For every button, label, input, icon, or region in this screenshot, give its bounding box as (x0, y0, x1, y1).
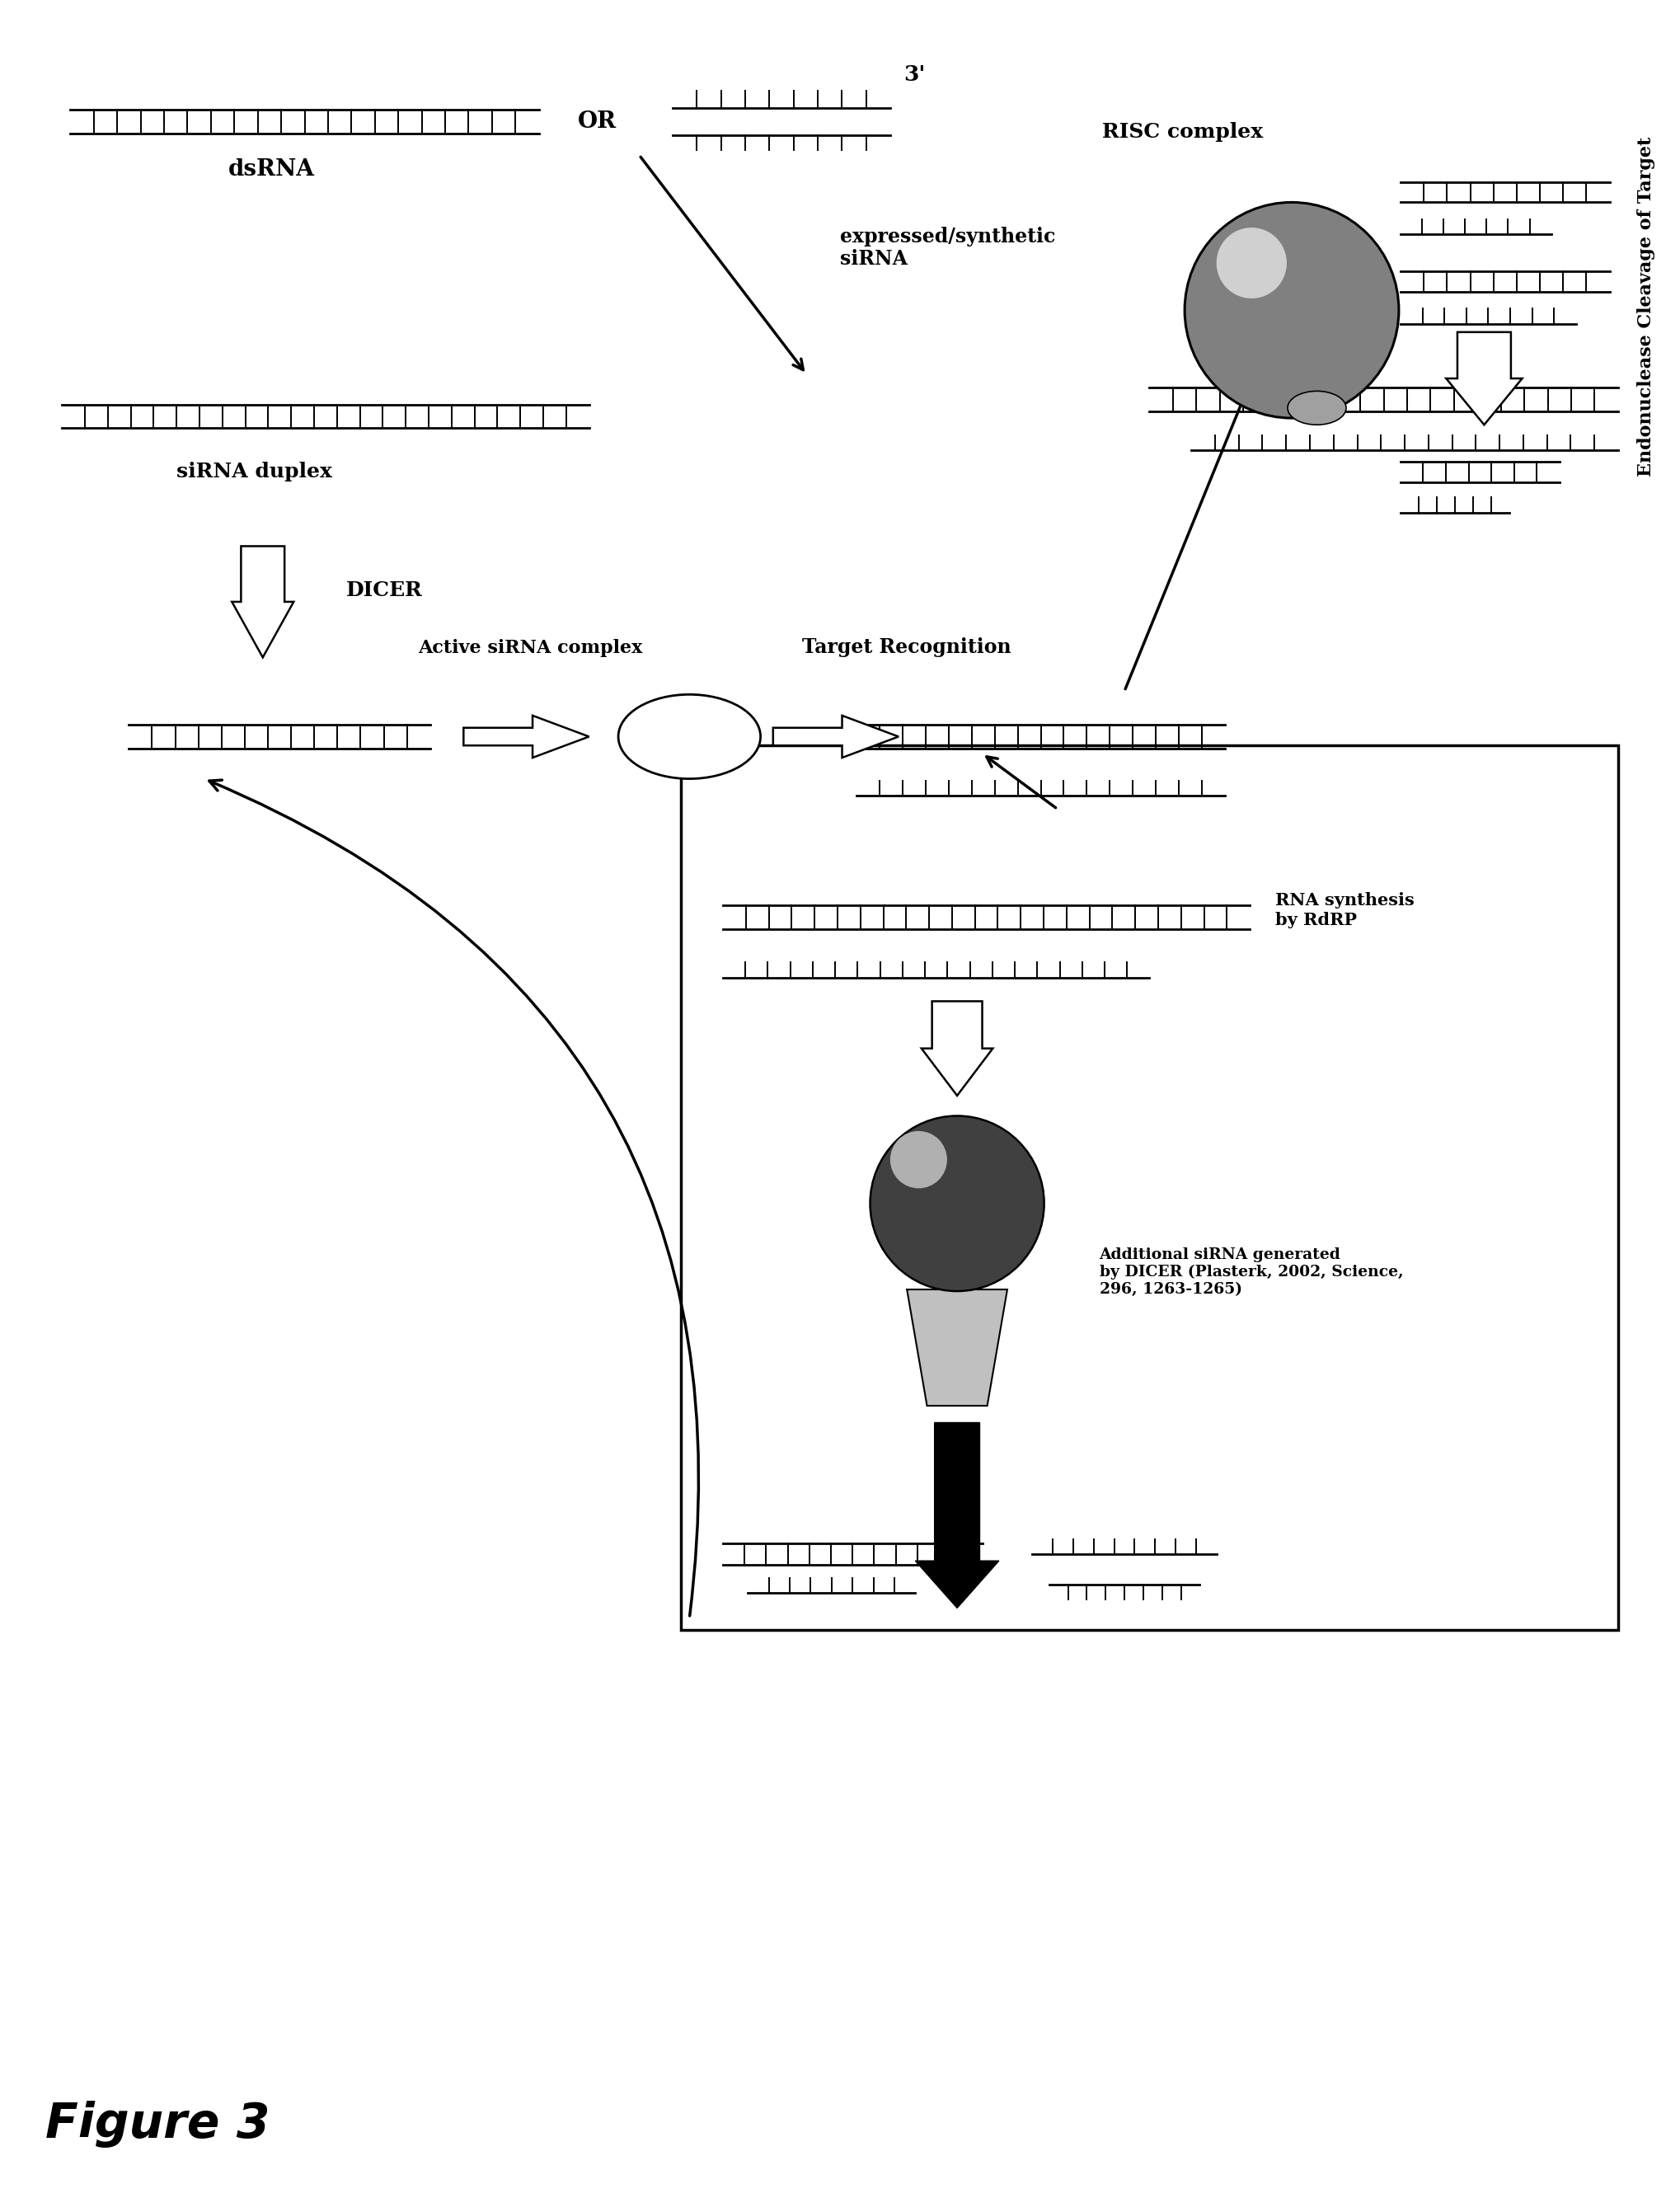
Text: Active siRNA complex: Active siRNA complex (418, 640, 643, 657)
Polygon shape (232, 545, 294, 657)
Polygon shape (907, 1290, 1008, 1407)
Text: Additional siRNA generated
by DICER (Plasterk, 2002, Science,
296, 1263-1265): Additional siRNA generated by DICER (Pla… (1099, 1246, 1403, 1297)
Circle shape (1184, 202, 1399, 418)
Polygon shape (773, 717, 899, 758)
Text: RISC complex: RISC complex (1102, 121, 1263, 141)
Text: DICER: DICER (346, 580, 423, 600)
Text: RNA synthesis
by RdRP: RNA synthesis by RdRP (1275, 892, 1415, 928)
Text: expressed/synthetic
siRNA: expressed/synthetic siRNA (840, 226, 1055, 268)
Circle shape (1216, 229, 1287, 299)
FancyBboxPatch shape (680, 745, 1618, 1631)
Text: Figure 3: Figure 3 (45, 2101, 270, 2147)
Ellipse shape (1287, 391, 1346, 424)
Polygon shape (922, 1002, 993, 1095)
Text: 3': 3' (904, 64, 926, 84)
Text: dsRNA: dsRNA (228, 158, 314, 180)
FancyArrow shape (916, 1422, 1000, 1609)
Text: OR: OR (578, 110, 617, 132)
Text: Endonuclease Cleavage of Target: Endonuclease Cleavage of Target (1638, 136, 1655, 477)
Circle shape (870, 1117, 1045, 1290)
Ellipse shape (618, 695, 761, 778)
Circle shape (890, 1132, 948, 1189)
Text: Target Recognition: Target Recognition (803, 637, 1011, 657)
Text: siRNA duplex: siRNA duplex (176, 462, 333, 481)
Polygon shape (1446, 332, 1522, 424)
Polygon shape (464, 717, 590, 758)
